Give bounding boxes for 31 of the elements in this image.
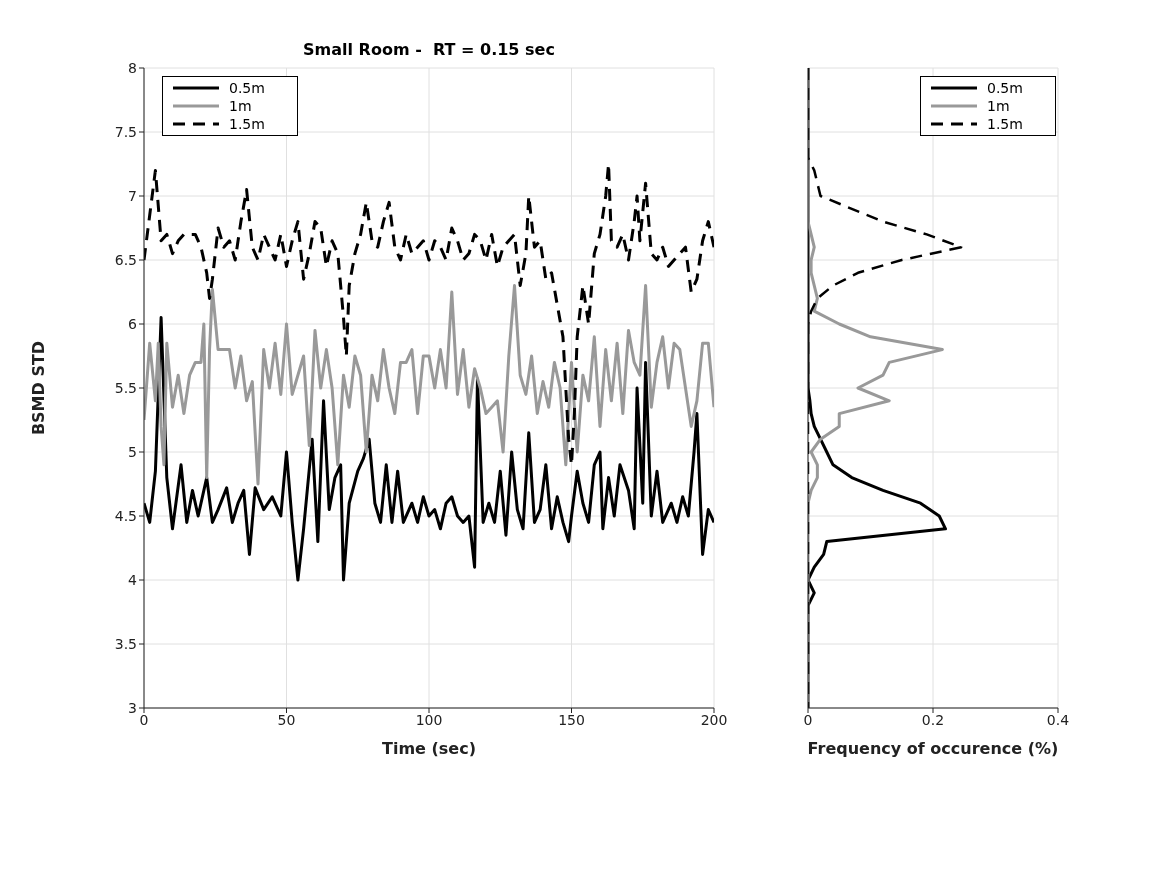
line-series (144, 284, 714, 486)
y-tick-label: 6.5 (114, 251, 137, 268)
legend-label: 0.5m (229, 80, 265, 96)
x-axis-title: Frequency of occurence (%) (807, 739, 1059, 758)
legend-label: 1.5m (987, 116, 1023, 132)
y-tick-label: 3 (128, 699, 137, 716)
y-tick-label: 5.5 (114, 379, 137, 396)
x-tick-label: 200 (700, 711, 728, 728)
x-tick-label: 100 (415, 711, 443, 728)
y-tick-label: 6 (128, 315, 138, 332)
y-tick-label: 5 (128, 443, 137, 460)
x-tick-label: 0 (139, 711, 149, 728)
x-tick-label: 0.4 (1046, 711, 1070, 728)
x-axis-title: Time (sec) (382, 739, 476, 758)
y-tick-label: 7 (128, 187, 137, 204)
x-tick-label: 50 (277, 711, 296, 728)
legend-label: 1m (229, 98, 252, 114)
x-tick-label: 0 (803, 711, 813, 728)
y-tick-label: 3.5 (114, 635, 137, 652)
x-tick-label: 0.2 (921, 711, 945, 728)
legend-label: 1.5m (229, 116, 265, 132)
x-tick-label: 150 (558, 711, 585, 728)
y-tick-label: 7.5 (114, 123, 137, 140)
line-series (144, 316, 714, 582)
legend-label: 1m (987, 98, 1010, 114)
y-tick-label: 4.5 (114, 507, 137, 524)
y-tick-label: 4 (128, 571, 138, 588)
legend-label: 0.5m (987, 80, 1023, 96)
chart-title: Small Room - RT = 0.15 sec (302, 40, 556, 59)
y-axis-title: BSMD STD (28, 340, 48, 436)
y-tick-label: 8 (128, 59, 137, 76)
